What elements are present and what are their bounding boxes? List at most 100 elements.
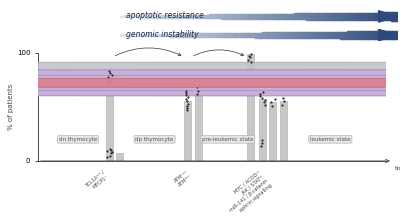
Bar [163,34,165,36]
Bar [213,33,215,37]
Bar [126,16,127,17]
Bar [159,34,160,36]
Bar [283,32,284,38]
Bar [199,15,201,18]
Bar [334,32,336,39]
Point [245,58,251,62]
Bar [327,13,329,20]
Bar [309,32,311,38]
Bar [169,15,170,18]
Bar [365,31,366,39]
Point [195,89,201,92]
Bar [378,12,380,20]
Point [108,150,115,154]
Bar [214,33,216,37]
Bar [369,13,370,20]
Bar [251,33,252,37]
Bar [322,13,323,20]
Point [268,101,274,104]
Bar [323,13,325,20]
Bar [336,32,337,39]
Bar [130,15,131,18]
Bar [205,33,206,37]
Bar [192,15,194,18]
Bar [232,33,234,37]
Bar [248,33,250,37]
Ellipse shape [0,70,400,85]
Bar [219,33,220,37]
Bar [159,15,160,18]
Bar [376,31,378,39]
Bar [259,33,261,38]
Bar [322,32,323,38]
Bar [349,32,351,39]
Bar [269,14,270,19]
Bar [301,32,302,38]
Bar [260,14,262,19]
Point [183,93,190,97]
Bar [198,33,200,37]
Bar [304,32,305,38]
Point [108,148,114,152]
Bar [181,15,183,18]
Bar [226,33,227,37]
Bar [156,15,158,18]
Point [248,52,254,55]
Bar [166,15,168,18]
Bar [348,32,350,39]
Bar [280,32,282,38]
Bar [327,32,329,38]
Bar [164,15,166,18]
Bar [249,14,251,19]
Bar [260,32,262,38]
Bar [360,31,362,39]
Bar [358,13,359,20]
Bar [227,14,229,19]
Bar [174,34,176,37]
Point [257,94,264,98]
Point [185,102,191,105]
Bar [222,33,223,37]
Y-axis label: % of patients: % of patients [8,84,14,130]
Bar [397,31,398,39]
Bar [131,34,133,36]
Polygon shape [378,29,398,41]
Bar [359,13,361,20]
Bar [210,33,212,37]
Bar [226,14,227,19]
Point [268,104,275,108]
Bar [245,33,247,37]
Bar [351,13,352,20]
Bar [188,15,190,18]
Bar [184,34,186,37]
Bar [333,13,334,20]
Bar [337,13,338,20]
Bar [370,13,372,20]
Bar [134,15,136,18]
Bar [167,34,169,37]
Bar [231,14,233,19]
Bar [222,14,223,18]
Bar [145,15,147,18]
Bar [374,12,376,20]
Bar [264,14,266,19]
Bar [276,32,277,38]
Bar [305,13,306,19]
Bar [258,14,259,19]
Bar [170,34,172,37]
Bar [237,33,238,37]
Bar [370,31,372,39]
Bar [173,34,174,37]
Bar [146,34,148,36]
Bar [160,34,162,36]
Bar [340,13,341,20]
Bar [142,15,144,18]
Bar [286,14,287,19]
Bar [342,32,344,39]
Bar [146,15,148,18]
Bar [177,34,179,37]
Bar [135,34,137,36]
Bar [331,32,333,38]
Bar [206,14,208,18]
Bar [378,31,380,39]
